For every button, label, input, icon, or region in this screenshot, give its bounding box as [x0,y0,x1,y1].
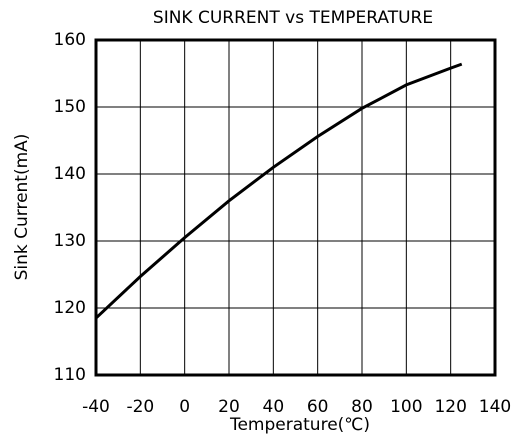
x-tick-label: 120 [434,397,466,417]
plot-frame [94,38,497,377]
x-axis-label: Temperature(℃) [229,415,370,435]
x-tick-label: -20 [126,397,154,417]
y-tick-label: 120 [54,298,86,318]
x-tick-label: 60 [307,397,329,417]
x-tick-label: 0 [179,397,190,417]
y-tick-label: 160 [54,30,86,50]
y-tick-label: 140 [54,164,86,184]
x-tick-label: 140 [479,397,511,417]
data-line [94,62,463,320]
y-tick-label: 150 [54,97,86,117]
y-tick-label: 130 [54,231,86,251]
x-tick-label: -40 [82,397,110,417]
chart-title: SINK CURRENT vs TEMPERATURE [153,8,433,28]
x-tick-label: 40 [263,397,285,417]
x-tick-label: 100 [390,397,422,417]
x-tick-label: 20 [218,397,240,417]
x-tick-label: 80 [351,397,373,417]
y-axis-label: Sink Current(mA) [12,134,32,281]
y-tick-label: 110 [54,365,86,385]
